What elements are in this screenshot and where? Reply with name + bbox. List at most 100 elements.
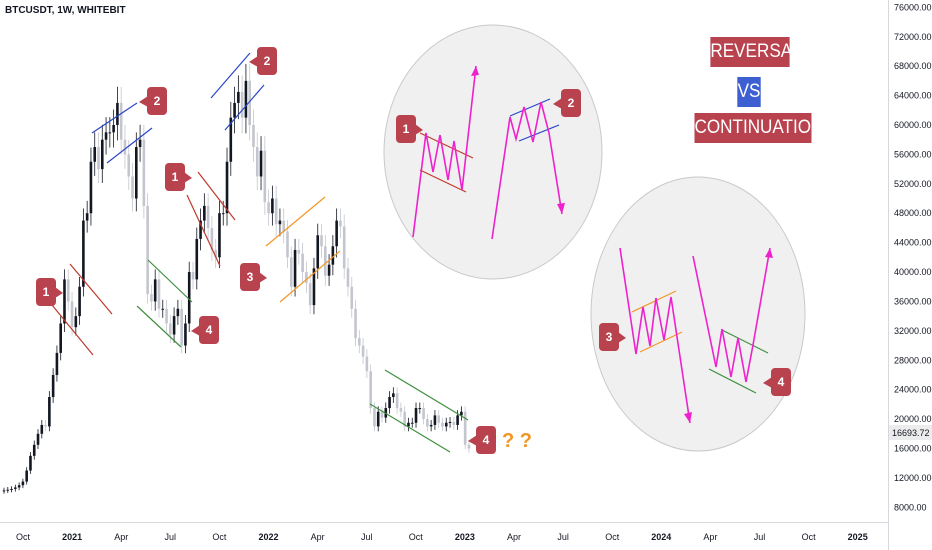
candle xyxy=(259,136,263,191)
candle xyxy=(312,257,316,315)
candle xyxy=(127,139,131,191)
svg-text:2: 2 xyxy=(568,96,575,110)
x-tick-label: Oct xyxy=(605,532,620,542)
pattern2-lower-line xyxy=(106,127,153,164)
candle xyxy=(44,420,47,432)
title-vs: VS xyxy=(737,77,761,107)
svg-text:1: 1 xyxy=(43,285,50,299)
pattern-marker: 1 xyxy=(396,115,423,143)
y-tick-label: 20000.00 xyxy=(894,414,932,424)
x-axis: Oct 2021 Apr Jul Oct 2022 Apr Jul Oct 2023 Apr Jul O… xyxy=(16,532,868,542)
y-tick-label: 16000.00 xyxy=(894,443,932,453)
candle xyxy=(25,467,28,485)
candle xyxy=(142,124,146,219)
x-tick-label: Oct xyxy=(212,532,227,542)
y-tick-label: 72000.00 xyxy=(894,32,932,42)
candle xyxy=(407,417,410,432)
candle xyxy=(422,402,425,425)
candle xyxy=(119,86,123,155)
y-tick-label: 76000.00 xyxy=(894,2,932,12)
x-tick-label: 2023 xyxy=(455,532,475,542)
pattern-markers: 1 2 1 2 4 3 4 1 2 3 4 xyxy=(36,47,791,454)
reversal-circle xyxy=(383,24,603,280)
candle xyxy=(97,132,100,183)
candle xyxy=(365,349,369,379)
y-tick-label: 60000.00 xyxy=(894,120,932,130)
candle xyxy=(426,413,429,432)
pattern4-lower-line xyxy=(186,194,221,267)
x-tick-label: Jul xyxy=(165,532,177,542)
candle xyxy=(395,387,399,414)
y-tick-label: 32000.00 xyxy=(894,326,932,336)
candle xyxy=(187,261,191,332)
candle xyxy=(267,189,270,226)
candle xyxy=(320,223,323,258)
candle xyxy=(289,246,293,297)
candle xyxy=(437,410,440,428)
svg-text:2: 2 xyxy=(264,54,271,68)
candle xyxy=(305,261,308,293)
pattern-marker: 2 xyxy=(553,89,581,117)
y-tick-label: 40000.00 xyxy=(894,267,932,277)
candle xyxy=(82,208,85,297)
y-tick-label: 52000.00 xyxy=(894,179,932,189)
pattern-marker: 3 xyxy=(599,323,626,351)
candle xyxy=(429,420,433,432)
candle xyxy=(10,486,13,493)
candle xyxy=(108,117,112,148)
candle xyxy=(66,269,70,311)
y-tick-label: 68000.00 xyxy=(894,61,932,71)
candle xyxy=(180,299,183,354)
candle xyxy=(63,269,66,332)
candle xyxy=(252,109,255,162)
x-tick-label: 2024 xyxy=(651,532,671,542)
pattern-marker: 4 xyxy=(468,426,496,454)
candle xyxy=(214,238,217,269)
x-tick-label: Oct xyxy=(16,532,31,542)
candle xyxy=(369,364,372,414)
candle xyxy=(36,429,40,450)
candle xyxy=(184,315,187,354)
title-continuation: CONTINUATION xyxy=(694,113,823,143)
x-tick-label: Jul xyxy=(361,532,373,542)
candle xyxy=(100,124,104,183)
y-axis: 76000.00 72000.00 68000.00 64000.00 60000.00… xyxy=(894,2,932,512)
candle xyxy=(335,208,338,258)
x-tick-label: 2022 xyxy=(258,532,278,542)
last-price-label: 16693.72 xyxy=(889,425,932,440)
candle xyxy=(131,162,134,212)
candle xyxy=(237,75,240,120)
candle xyxy=(161,299,165,318)
candle xyxy=(297,238,301,265)
candle xyxy=(399,402,403,418)
chart-patterns xyxy=(51,52,469,453)
candle xyxy=(199,208,202,251)
candle xyxy=(282,208,286,244)
x-tick-label: 2025 xyxy=(848,532,868,542)
candle xyxy=(414,402,418,428)
pattern1-upper-line xyxy=(69,263,113,315)
candle xyxy=(157,269,161,318)
candle xyxy=(169,315,172,343)
candle xyxy=(123,124,127,169)
pattern5-upper-line xyxy=(210,52,251,99)
last-price-value: 16693.72 xyxy=(892,428,930,438)
candle xyxy=(233,86,236,134)
candle xyxy=(225,147,229,226)
y-tick-label: 8000.00 xyxy=(894,502,927,512)
candle xyxy=(32,440,36,460)
continuation-circle xyxy=(590,176,806,452)
candle xyxy=(2,487,6,494)
pattern-marker: 4 xyxy=(763,368,791,396)
candle xyxy=(418,402,422,414)
pattern6-lower-line xyxy=(279,250,341,303)
candle xyxy=(135,132,138,212)
candle xyxy=(358,330,361,354)
pattern1-lower-line xyxy=(51,304,94,356)
y-tick-label: 48000.00 xyxy=(894,208,932,218)
candle xyxy=(354,299,357,347)
candle xyxy=(89,147,93,226)
candle xyxy=(327,254,331,286)
svg-text:1: 1 xyxy=(403,122,410,136)
